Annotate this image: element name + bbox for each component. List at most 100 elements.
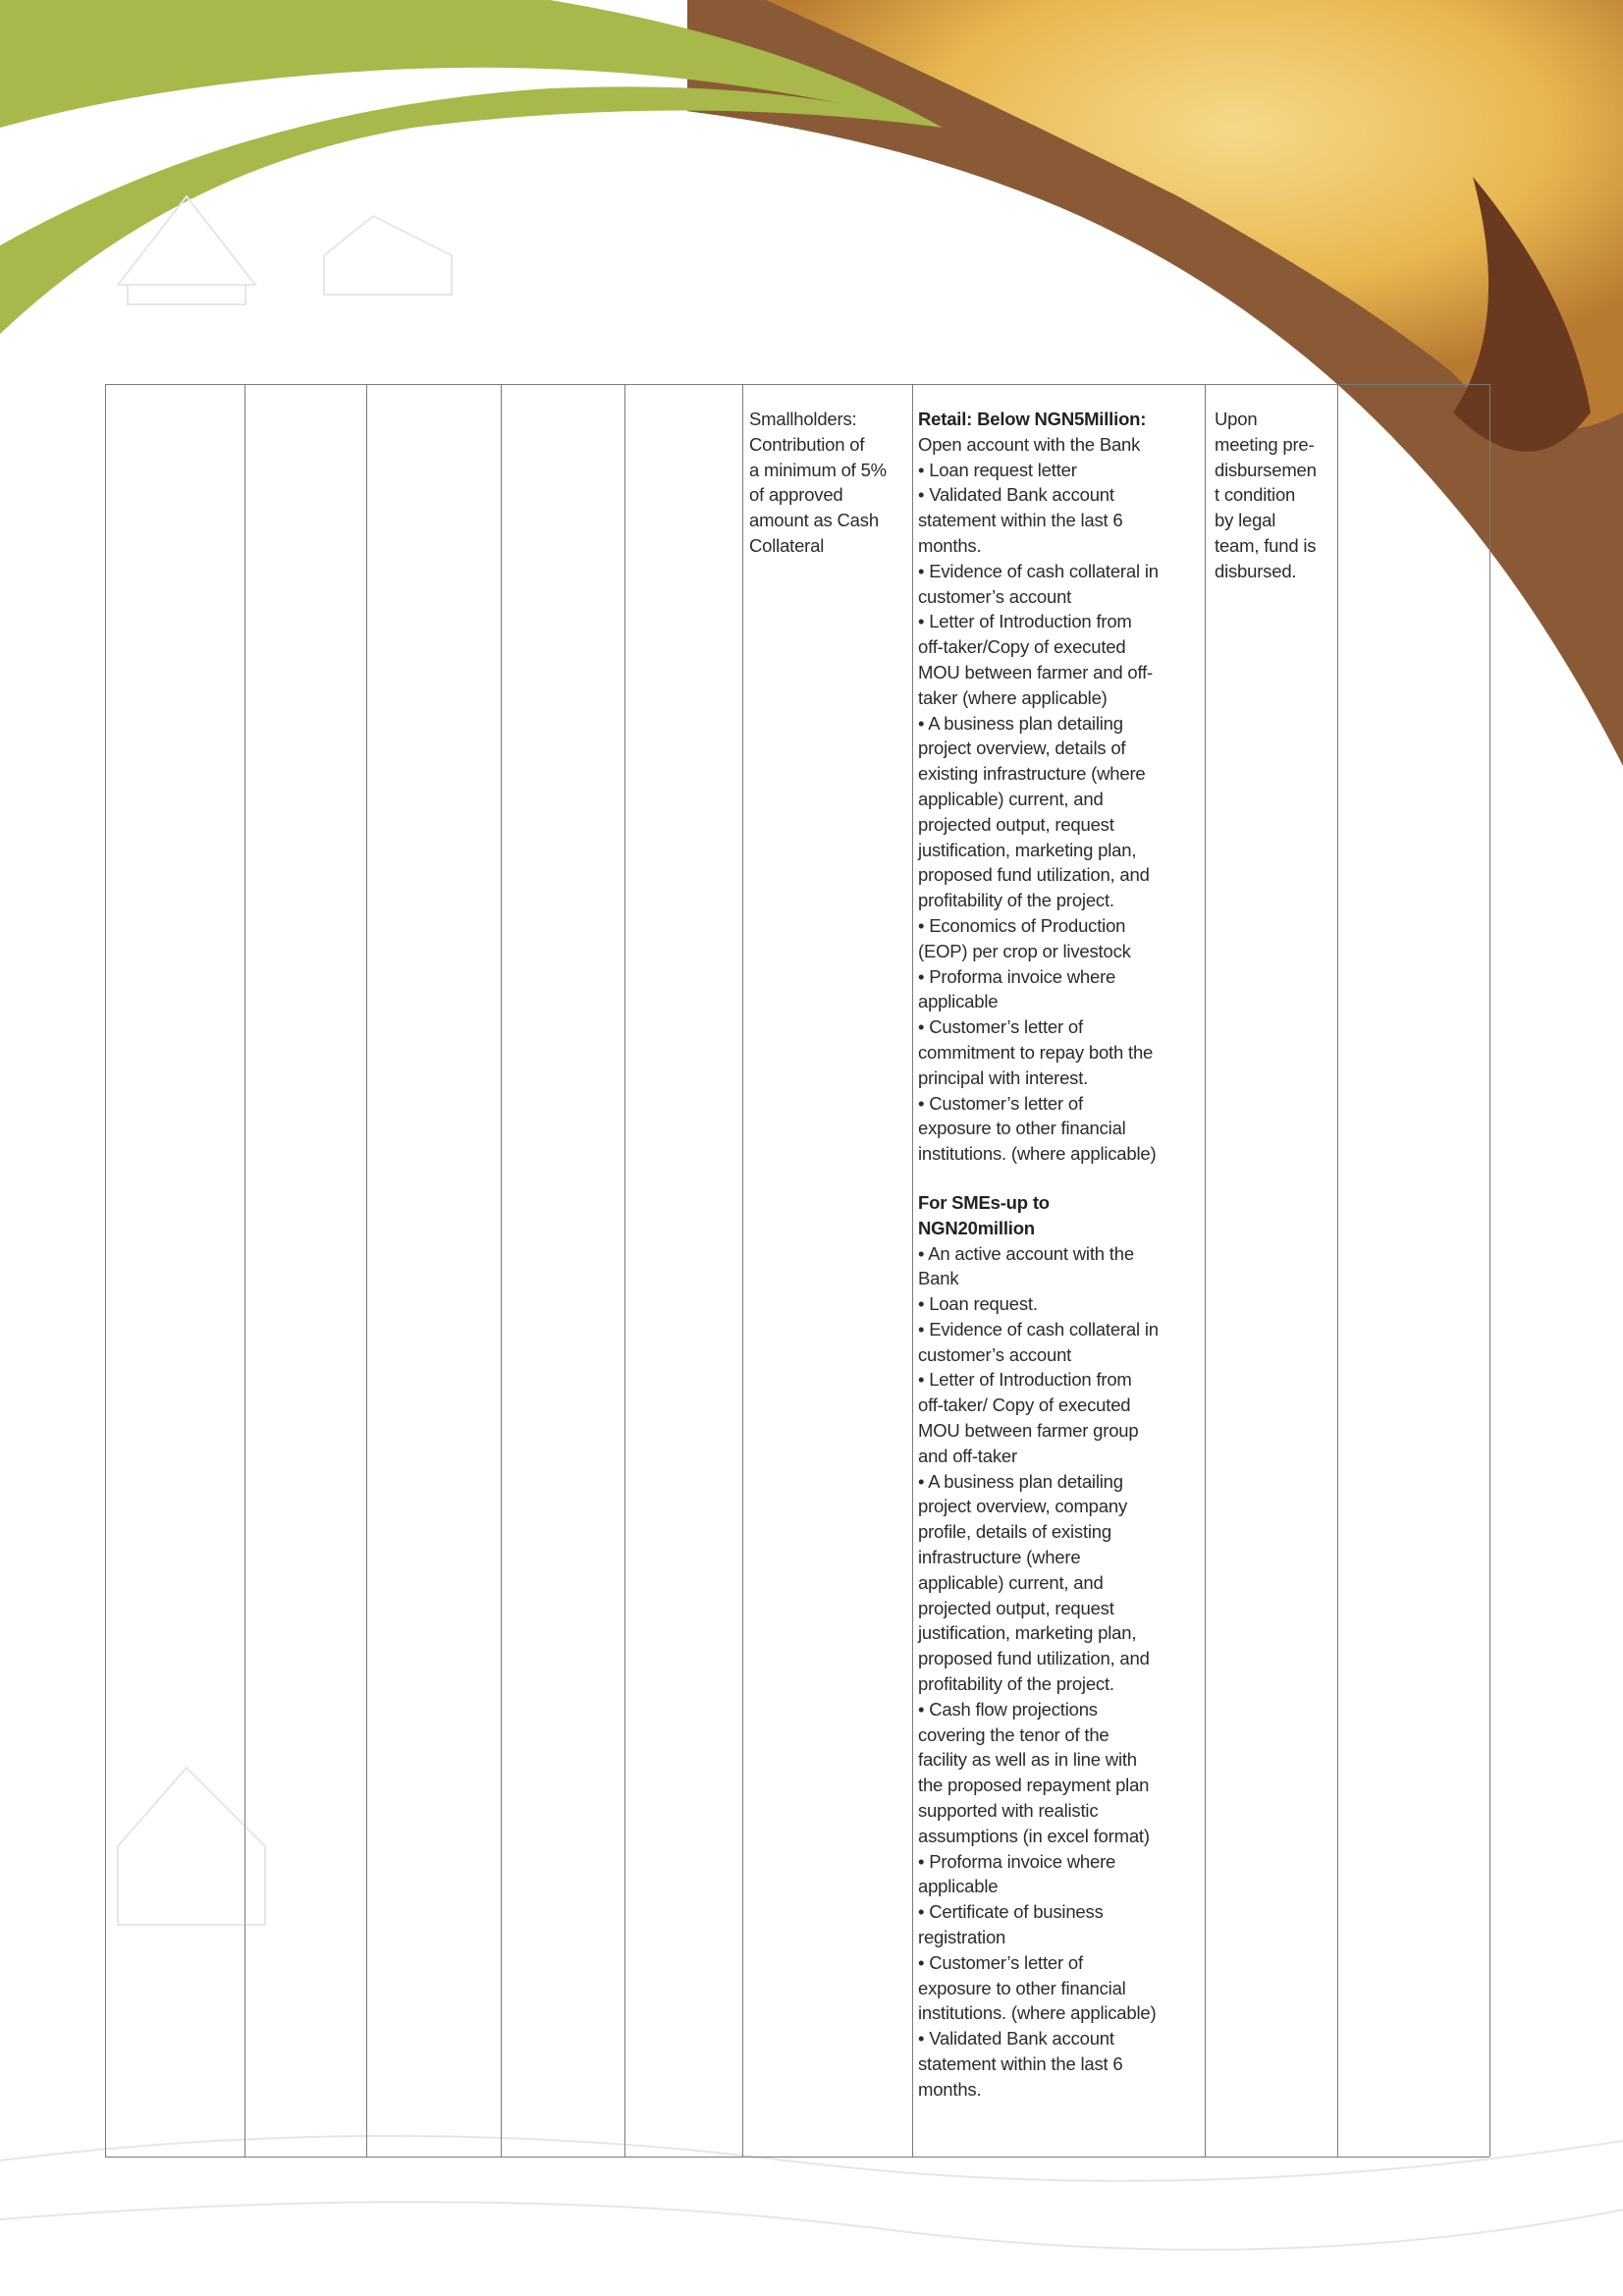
text-line: months.	[918, 534, 982, 556]
text-line: • Customer’s letter of	[918, 1092, 1083, 1114]
text-line: • Proforma invoice where	[918, 965, 1116, 987]
text-line: (EOP) per crop or livestock	[918, 940, 1131, 961]
column-divider	[366, 384, 367, 2157]
text-line: Collateral	[749, 534, 825, 556]
text-line: • Certificate of business	[918, 1901, 1104, 1923]
text-line: Open account with the Bank	[918, 433, 1141, 455]
table-top-border	[105, 384, 1489, 385]
text-line: • Cash flow projections	[918, 1698, 1098, 1720]
text-line: MOU between farmer and off-	[918, 661, 1153, 683]
text-line: projected output, request	[918, 1597, 1114, 1618]
text-line: registration	[918, 1927, 1006, 1948]
text-line: • Economics of Production	[918, 914, 1126, 936]
retail-heading: Retail: Below NGN5Million:	[918, 409, 1147, 429]
column-divider	[501, 384, 502, 2157]
text-line: NGN20million	[918, 1217, 1035, 1238]
text-line: exposure to other financial	[918, 1118, 1126, 1139]
sme-requirements: • An active account with the Bank • Loan r…	[918, 1241, 1159, 2103]
text-line: • A business plan detailing	[918, 712, 1123, 734]
text-line: profile, details of existing	[918, 1521, 1111, 1543]
text-line: justification, marketing plan,	[918, 839, 1137, 860]
text-line: commitment to repay both the	[918, 1041, 1154, 1063]
text-line: facility as well as in line with	[918, 1749, 1137, 1771]
text-line: projected output, request	[918, 813, 1114, 835]
text-line: Upon	[1215, 409, 1258, 429]
text-line: off-taker/ Copy of executed	[918, 1394, 1131, 1416]
text-line: Bank	[918, 1268, 959, 1289]
text-line: amount as Cash	[749, 510, 879, 531]
farm-sketch	[0, 194, 1623, 2251]
text-line: proposed fund utilization, and	[918, 1648, 1150, 1669]
text-line: institutions. (where applicable)	[918, 1143, 1157, 1165]
text-line: • Loan request.	[918, 1293, 1038, 1315]
text-line: exposure to other financial	[918, 1977, 1126, 1998]
text-line: • Loan request letter	[918, 459, 1077, 480]
text-line: profitability of the project.	[918, 890, 1114, 911]
text-line: statement within the last 6	[918, 2053, 1123, 2074]
text-line: project overview, details of	[918, 738, 1126, 759]
text-line: covering the tenor of the	[918, 1723, 1109, 1745]
text-line: • A business plan detailing	[918, 1470, 1123, 1492]
column-divider	[1337, 384, 1338, 2157]
column-divider	[742, 384, 743, 2157]
text-line: by legal	[1215, 510, 1276, 531]
column-divider	[244, 384, 245, 2157]
text-line: infrastructure (where	[918, 1547, 1081, 1568]
text-line: and off-taker	[918, 1445, 1017, 1466]
text-line: Smallholders:	[749, 409, 857, 429]
text-line: • Letter of Introduction from	[918, 611, 1132, 632]
text-line: disbursemen	[1215, 459, 1317, 480]
text-line: • Proforma invoice where	[918, 1850, 1116, 1872]
text-line: • Letter of Introduction from	[918, 1369, 1132, 1391]
table-bottom-border	[105, 2157, 1489, 2158]
text-line: • Validated Bank account	[918, 484, 1114, 506]
requirements-cell: Retail: Below NGN5Million: Open account …	[918, 407, 1159, 2103]
text-line: applicable) current, and	[918, 788, 1104, 809]
green-swoosh	[0, 0, 943, 334]
column-divider	[624, 384, 625, 2157]
text-line: justification, marketing plan,	[918, 1622, 1137, 1644]
contribution-cell: Smallholders: Contribution of a minimum of…	[749, 407, 887, 559]
text-line: customer’s account	[918, 585, 1072, 607]
text-line: a minimum of 5%	[749, 459, 887, 480]
text-line: statement within the last 6	[918, 510, 1123, 531]
text-line: Contribution of	[749, 433, 865, 455]
column-divider	[1205, 384, 1206, 2157]
text-line: taker (where applicable)	[918, 686, 1108, 708]
text-line: the proposed repayment plan	[918, 1775, 1150, 1796]
column-divider	[105, 384, 106, 2157]
disbursement-cell: Upon meeting pre-disbursemen t condition by…	[1215, 407, 1317, 584]
text-line: t condition	[1215, 484, 1296, 506]
text-line: off-taker/Copy of executed	[918, 636, 1126, 658]
text-line: institutions. (where applicable)	[918, 2002, 1157, 2024]
text-line: • Customer’s letter of	[918, 1016, 1083, 1038]
text-line: applicable	[918, 1876, 999, 1897]
column-divider	[912, 384, 913, 2157]
text-line: team, fund is	[1215, 534, 1317, 556]
text-line: of approved	[749, 484, 843, 506]
text-line: project overview, company	[918, 1496, 1127, 1517]
text-line: assumptions (in excel format)	[918, 1825, 1150, 1846]
text-line: For SMEs-up to	[918, 1191, 1050, 1213]
text-line: applicable	[918, 991, 999, 1012]
text-line: meeting pre-	[1215, 433, 1315, 455]
text-line: • Evidence of cash collateral in	[918, 560, 1159, 581]
text-line: • Evidence of cash collateral in	[918, 1318, 1159, 1339]
column-divider	[1489, 384, 1490, 2157]
text-line: • An active account with the	[918, 1242, 1134, 1264]
text-line: profitability of the project.	[918, 1673, 1114, 1695]
text-line: applicable) current, and	[918, 1571, 1104, 1593]
sme-heading: For SMEs-up to NGN20million	[918, 1190, 1159, 1241]
text-line: existing infrastructure (where	[918, 763, 1146, 785]
text-line: supported with realistic	[918, 1800, 1099, 1822]
text-line: • Customer’s letter of	[918, 1951, 1083, 1973]
text-line: disbursed.	[1215, 560, 1297, 581]
white-curve	[0, 93, 1623, 2296]
text-line: proposed fund utilization, and	[918, 864, 1150, 886]
text-line: MOU between farmer group	[918, 1420, 1139, 1442]
text-line: months.	[918, 2078, 982, 2100]
retail-requirements: Open account with the Bank • Loan request…	[918, 432, 1159, 1167]
text-line: principal with interest.	[918, 1066, 1089, 1088]
text-line: customer’s account	[918, 1343, 1072, 1365]
